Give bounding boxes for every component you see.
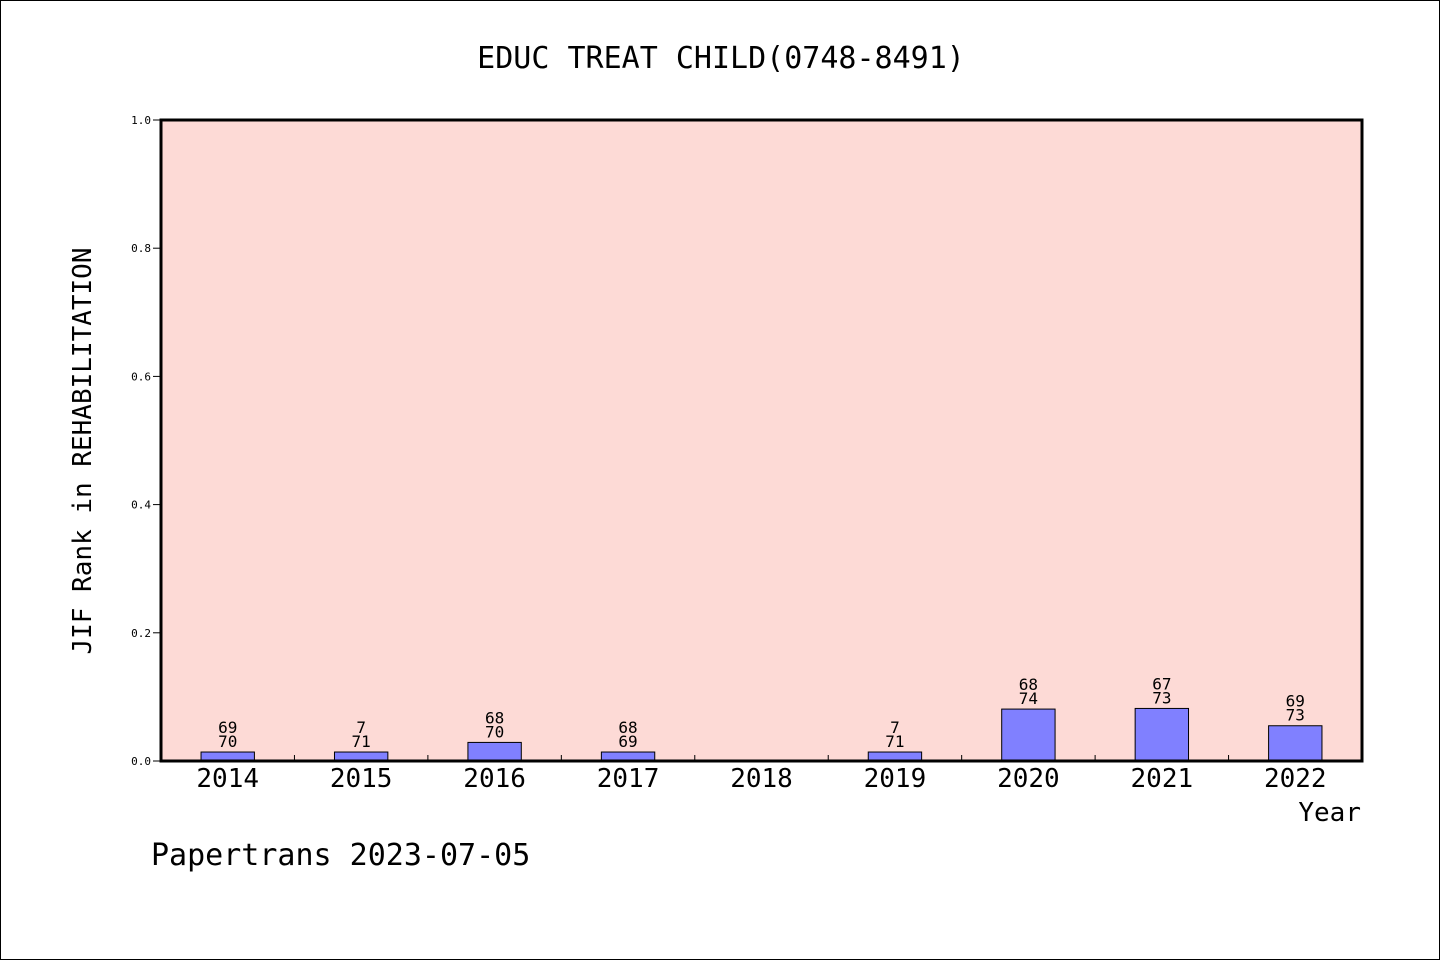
bar-label-rank: 7 [890, 718, 900, 737]
y-tick-label: 0.8 [131, 242, 151, 255]
y-axis: 0.0 0.2 0.4 0.6 0.8 1.0 [131, 114, 161, 768]
bar-label-total: 74 [1019, 689, 1038, 708]
watermark-text: Papertrans 2023-07-05 [151, 838, 530, 873]
bar-label-rank: 68 [485, 708, 504, 727]
bar-label-rank: 69 [218, 718, 237, 737]
x-axis-label: Year [1298, 798, 1361, 828]
y-tick-label: 1.0 [131, 114, 151, 127]
bar-label-total: 70 [218, 732, 237, 751]
x-tick-label: 2016 [463, 764, 526, 794]
chart-title: EDUC TREAT CHILD(0748-8491) [477, 41, 965, 76]
bar-label-rank: 7 [356, 718, 366, 737]
bar-label-total: 71 [352, 732, 371, 751]
bar-2020 [1001, 708, 1056, 762]
bar-label-rank: 68 [1019, 675, 1038, 694]
bars [200, 707, 1323, 762]
bar-2016 [467, 741, 522, 762]
x-tick-label: 2014 [196, 764, 259, 794]
bar-2022 [1268, 725, 1323, 762]
bar-label-total: 73 [1152, 688, 1171, 707]
bar-label-rank: 68 [618, 718, 637, 737]
y-tick-label: 0.4 [131, 499, 151, 512]
bar-2021 [1134, 707, 1190, 762]
y-tick-label: 0.0 [131, 755, 151, 768]
bar-label-total: 70 [485, 722, 504, 741]
bar-label-rank: 67 [1152, 674, 1171, 693]
plot-border [159, 118, 1364, 763]
y-tick-label: 0.2 [131, 627, 151, 640]
x-tick-label: 2018 [730, 764, 793, 794]
bar-label-total: 69 [618, 732, 637, 751]
bar-label-total: 71 [885, 732, 904, 751]
x-tick-label: 2020 [997, 764, 1060, 794]
bar-label-rank: 69 [1286, 692, 1305, 711]
x-tick-label: 2015 [330, 764, 393, 794]
x-tick-label: 2022 [1264, 764, 1327, 794]
y-tick-label: 0.6 [131, 370, 151, 383]
x-tick-label: 2021 [1131, 764, 1194, 794]
bar-label-total: 73 [1286, 706, 1305, 725]
x-tick-label: 2017 [597, 764, 660, 794]
plot-area [159, 118, 1364, 763]
y-axis-label: JIF Rank in REHABILITATION [68, 248, 98, 655]
x-tick-label: 2019 [864, 764, 927, 794]
x-axis: 2014 2015 2016 2017 2018 2019 2020 2021 2022 [196, 755, 1327, 794]
